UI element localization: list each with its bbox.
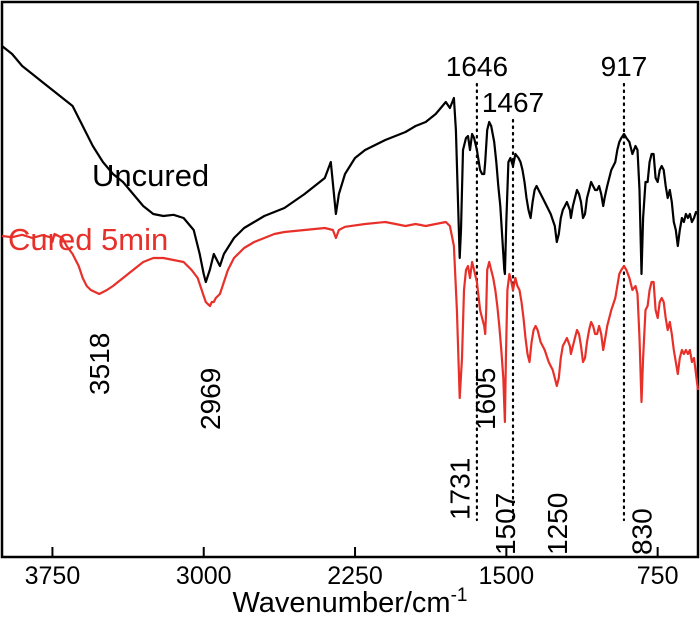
plot-frame <box>0 0 700 559</box>
peak-labels: 1646 1467 917 3518 2969 1731 1605 1507 1250 830 <box>84 51 657 555</box>
series-line-1 <box>1 220 700 424</box>
peak-label-top-0: 1646 <box>446 51 508 82</box>
x-tick-label-1: 3000 <box>176 562 232 590</box>
x-tick-label-0: 3750 <box>25 562 81 590</box>
peak-label-rotated-1: 2969 <box>195 368 226 430</box>
peak-label-rotated-3: 1605 <box>470 368 501 430</box>
x-axis-title: Wavenumber/cm-1 <box>232 585 467 619</box>
peak-label-top-1: 1467 <box>482 87 544 118</box>
x-axis: 3750 3000 2250 1500 750 <box>25 547 679 590</box>
x-axis-title-superscript: -1 <box>451 585 468 606</box>
series-label-0: Uncured <box>92 158 209 193</box>
x-tick-label-4: 750 <box>637 562 679 590</box>
peak-label-rotated-4: 1507 <box>490 493 521 555</box>
peak-label-rotated-5: 1250 <box>542 493 573 555</box>
peak-label-rotated-2: 1731 <box>445 458 476 520</box>
x-tick-label-3: 1500 <box>479 562 535 590</box>
peak-label-rotated-6: 830 <box>627 508 658 555</box>
series-line-0 <box>1 45 699 284</box>
x-tick-label-2: 2250 <box>327 562 383 590</box>
series-labels: Uncured Cured 5min <box>8 158 209 257</box>
peak-label-rotated-0: 3518 <box>84 333 115 395</box>
series-label-1: Cured 5min <box>8 222 168 257</box>
spectrum-series <box>1 45 700 424</box>
peak-guide-lines <box>475 82 626 522</box>
x-axis-title-text: Wavenumber/cm <box>232 587 450 619</box>
peak-label-top-2: 917 <box>601 51 648 82</box>
